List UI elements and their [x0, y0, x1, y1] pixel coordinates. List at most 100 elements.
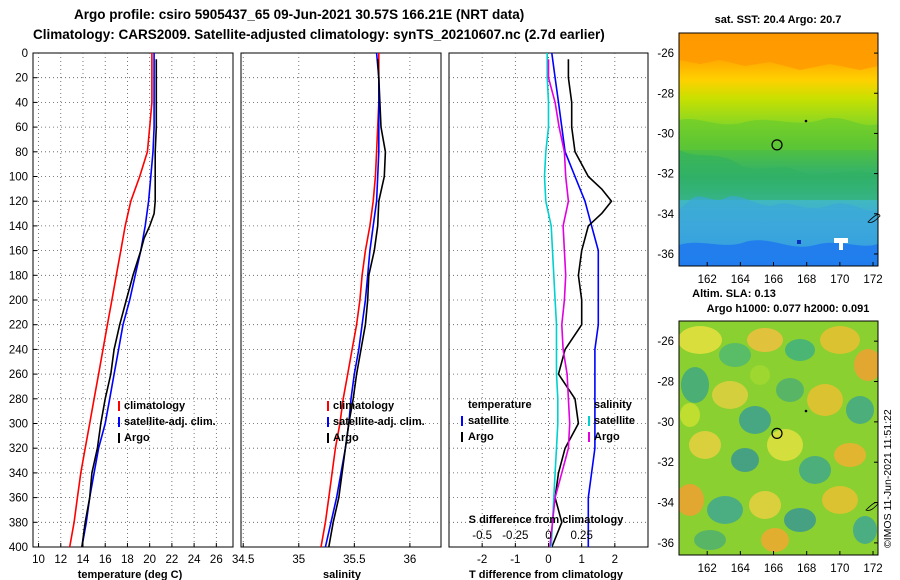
legend-argo-swatch: [118, 433, 120, 443]
series-s-argo: [547, 59, 571, 548]
legend-argo: Argo: [124, 432, 150, 444]
sla-anomaly-blob: [707, 496, 743, 524]
depth-tick-label: 60: [15, 122, 28, 134]
legend-s-satellite-swatch: [588, 416, 590, 426]
map-y-tick-label: -30: [657, 417, 674, 429]
sla-anomaly-blob: [854, 349, 878, 381]
depth-tick-label: 20: [15, 73, 28, 85]
sla-anomaly-blob: [689, 431, 721, 459]
sla-map-frame: [678, 320, 879, 556]
map-x-tick-label: 166: [764, 563, 783, 575]
x-tick-label: 24: [188, 554, 201, 566]
map-x-tick-label: 172: [863, 274, 882, 286]
temperature-grid: [33, 53, 233, 547]
series-argo: [328, 59, 387, 548]
legend-satellite-swatch: [327, 417, 329, 427]
sst-green-band: [679, 150, 878, 200]
sst-map-frame: [678, 32, 879, 267]
map-x-tick-label: 166: [764, 274, 783, 286]
map-y-tick-label: -32: [657, 457, 674, 469]
x-tick-label: 1: [578, 554, 584, 566]
temperature-difference-label: T difference from climatology: [469, 569, 624, 580]
sla-anomaly-blob: [750, 365, 770, 385]
sla-anomaly-blob: [749, 491, 781, 519]
sla-anomaly-blob: [731, 448, 759, 472]
sla-anomaly-blob: [761, 528, 789, 552]
temperature-panel: 10 12 14 16 18 20 22 24 26 0 20 40 60 80 100 120 140 160…: [9, 48, 234, 580]
x-tick-label: 36: [403, 554, 416, 566]
legend-t-argo: Argo: [468, 431, 494, 443]
salinity-grid: [241, 53, 441, 547]
map-x-tick-label: 164: [731, 563, 751, 575]
difference-legend-salinity: salinity satellite Argo: [588, 399, 635, 443]
x-tick-label: 18: [121, 554, 134, 566]
series-climatology: [68, 53, 153, 548]
difference-panel: -2 -1 0 1 2 -0.5 -0.25 0 0.25 S difference from…: [448, 52, 649, 580]
sla-anomaly-blob: [767, 429, 803, 461]
legend-satellite-swatch: [118, 417, 120, 427]
depth-tick-label: 380: [9, 517, 28, 529]
x-tick-label: 22: [165, 554, 178, 566]
sla-anomaly-blob: [719, 343, 751, 367]
map-y-tick-label: -26: [657, 48, 674, 60]
salinity-difference-label: S difference from climatology: [469, 514, 625, 526]
s-tick-label: -0.5: [472, 530, 492, 542]
legend-s-argo-swatch: [588, 432, 590, 442]
sst-field: [679, 33, 878, 266]
s-tick-label: -0.25: [502, 530, 528, 542]
x-tick-label: 2: [612, 554, 618, 566]
sla-anomalies: [679, 326, 878, 552]
depth-tick-label: 240: [9, 344, 28, 356]
legend-climatology: climatology: [124, 400, 186, 412]
map-y-tick-label: -28: [657, 377, 674, 389]
x-tick-label: 26: [210, 554, 223, 566]
credit-watermark: ©IMOS 11-Jun-2021 11:51:22: [882, 409, 894, 548]
legend-t-satellite-swatch: [461, 416, 463, 426]
legend-argo: Argo: [333, 432, 359, 444]
depth-tick-label: 100: [9, 172, 28, 184]
map-x-tick-label: 170: [830, 563, 849, 575]
depth-tick-label: 260: [9, 369, 28, 381]
legend-satellite: satellite-adj. clim.: [124, 416, 216, 428]
island-dot: [804, 409, 808, 413]
map-y-tick-label: -36: [657, 538, 674, 550]
sla-anomaly-blob: [739, 406, 771, 434]
salinity-legend: climatology satellite-adj. clim. Argo: [327, 400, 425, 444]
sla-anomaly-blob: [784, 508, 816, 532]
salinity-panel: 34.5 35 35.5 36 salinity climatology satell…: [232, 52, 442, 580]
series-argo: [81, 59, 158, 548]
sst-mid-band: [679, 117, 878, 150]
x-tick-label: -2: [477, 554, 487, 566]
x-tick-label: 20: [143, 554, 156, 566]
legend-s-argo: Argo: [594, 431, 620, 443]
map-x-tick-label: 168: [797, 274, 816, 286]
sst-coldest-band: [679, 240, 878, 266]
sst-map-ticks: 162 164 166 168 170 172 -26 -28 -30 -32 -34 -36: [657, 48, 882, 286]
depth-tick-label: 80: [15, 147, 28, 159]
depth-tick-label: 400: [9, 542, 28, 554]
difference-legend-temperature: temperature satellite Argo: [461, 399, 532, 443]
map-x-tick-label: 170: [830, 274, 849, 286]
title-line2: Climatology: CARS2009. Satellite-adjuste…: [33, 27, 605, 42]
legend-satellite: satellite-adj. clim.: [333, 416, 425, 428]
map-x-tick-label: 162: [698, 274, 717, 286]
sla-anomaly-blob: [680, 403, 700, 427]
x-tick-label: 16: [99, 554, 112, 566]
sst-warm-patch: [679, 33, 878, 70]
salinity-xlabel: salinity: [323, 569, 362, 580]
legend-t-satellite: satellite: [468, 415, 509, 427]
coastline: [867, 214, 881, 223]
depth-tick-label: 280: [9, 394, 28, 406]
s-tick-label: 0.25: [570, 530, 592, 542]
depth-tick-label: 0: [22, 48, 28, 60]
sla-map-ticks: 162 164 166 168 170 172 -26 -28 -30 -32 -34 -36: [657, 336, 882, 575]
coastline: [865, 502, 879, 511]
depth-tick-label: 120: [9, 196, 28, 208]
map-y-tick-label: -34: [657, 209, 674, 221]
land-mask: [834, 238, 848, 250]
sla-field: [679, 321, 878, 555]
salinity-x-ticks: 34.5 35 35.5 36: [232, 543, 416, 566]
series-t-argo: [551, 59, 613, 548]
sla-anomaly-blob: [820, 326, 860, 354]
sla-anomaly-blob: [679, 484, 704, 516]
